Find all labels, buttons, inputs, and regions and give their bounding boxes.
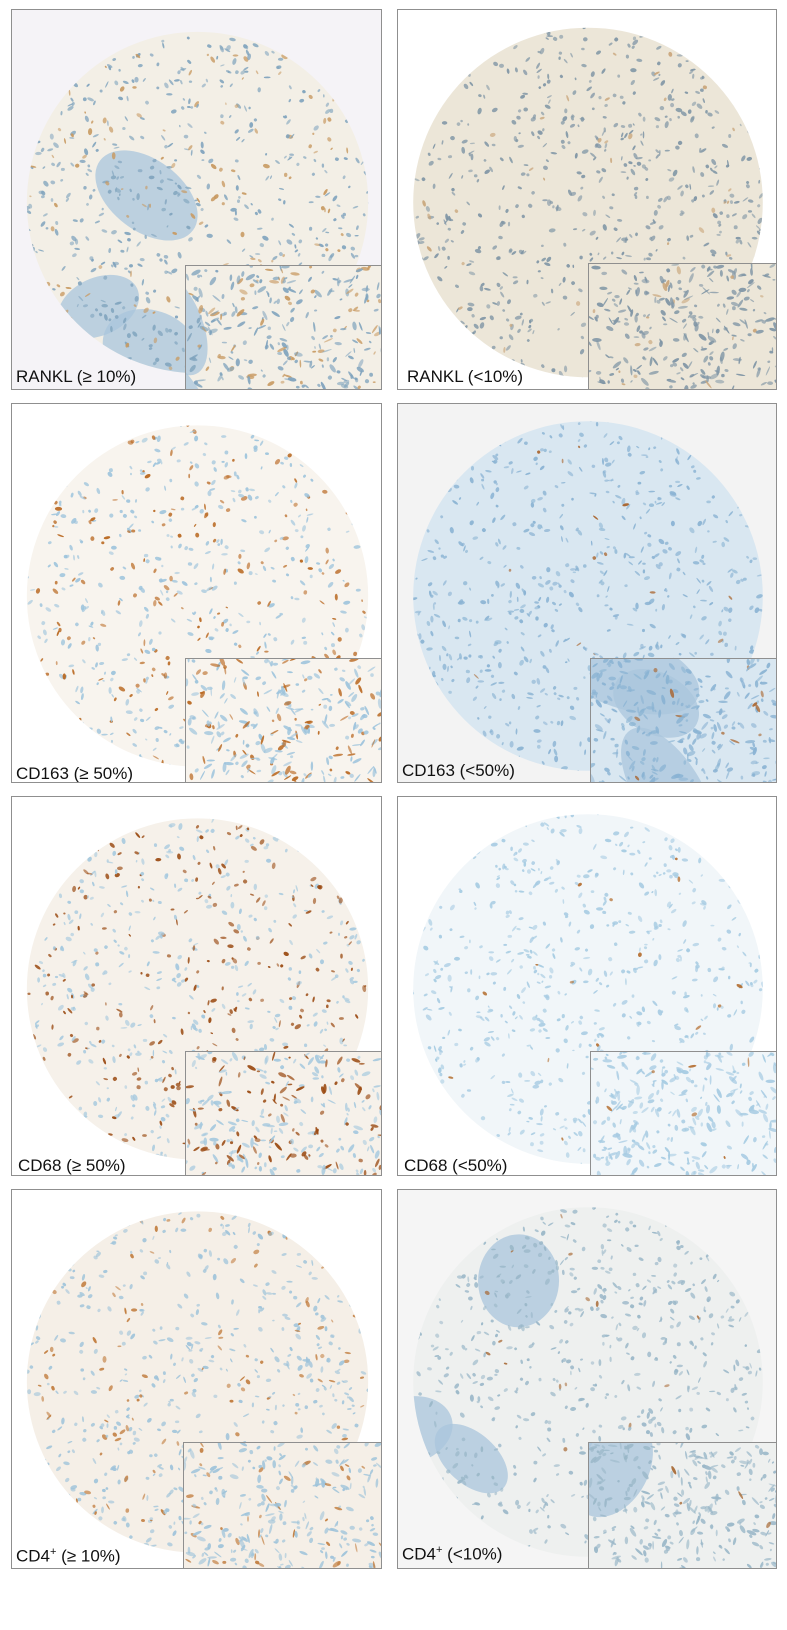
panel-cd163-high: CD163 (≥ 50%) bbox=[11, 403, 382, 783]
label-percentage: (<10%) bbox=[442, 1544, 503, 1564]
panel-label: CD68 (≥ 50%) bbox=[18, 1156, 126, 1175]
panel-rankl-high: RANKL (≥ 10%) bbox=[11, 9, 382, 390]
magnified-inset bbox=[590, 658, 776, 782]
magnified-inset bbox=[185, 1051, 381, 1175]
panel-label: CD163 (<50%) bbox=[402, 761, 515, 780]
panel-cd68-high: CD68 (≥ 50%) bbox=[11, 796, 382, 1176]
label-marker: CD4 bbox=[16, 1546, 51, 1566]
label-superscript: + bbox=[436, 1544, 443, 1556]
panel-label: RANKL (<10%) bbox=[407, 367, 524, 386]
magnified-inset bbox=[588, 263, 776, 389]
label-superscript: + bbox=[50, 1546, 57, 1558]
panel-label: CD68 (<50%) bbox=[404, 1156, 508, 1175]
magnified-inset bbox=[185, 658, 381, 782]
panel-label: CD4+ (<10%) bbox=[402, 1545, 502, 1563]
panel-label: CD4+ (≥ 10%) bbox=[16, 1547, 121, 1565]
label-marker: CD4 bbox=[402, 1544, 437, 1564]
panel-label: CD163 (≥ 50%) bbox=[16, 764, 134, 783]
panel-rankl-low: RANKL (<10%) bbox=[397, 9, 777, 390]
panel-cd4-low: CD4+ (<10%) bbox=[397, 1189, 777, 1569]
panel-cd163-low: CD163 (<50%) bbox=[397, 403, 777, 783]
panel-label: RANKL (≥ 10%) bbox=[16, 367, 137, 386]
panel-cd4-high: CD4+ (≥ 10%) bbox=[11, 1189, 382, 1569]
panel-cd68-low: CD68 (<50%) bbox=[397, 796, 777, 1176]
magnified-inset bbox=[588, 1442, 776, 1568]
magnified-inset bbox=[590, 1051, 776, 1175]
magnified-inset bbox=[185, 265, 381, 389]
label-percentage: (≥ 10%) bbox=[56, 1546, 121, 1566]
magnified-inset bbox=[183, 1442, 381, 1568]
